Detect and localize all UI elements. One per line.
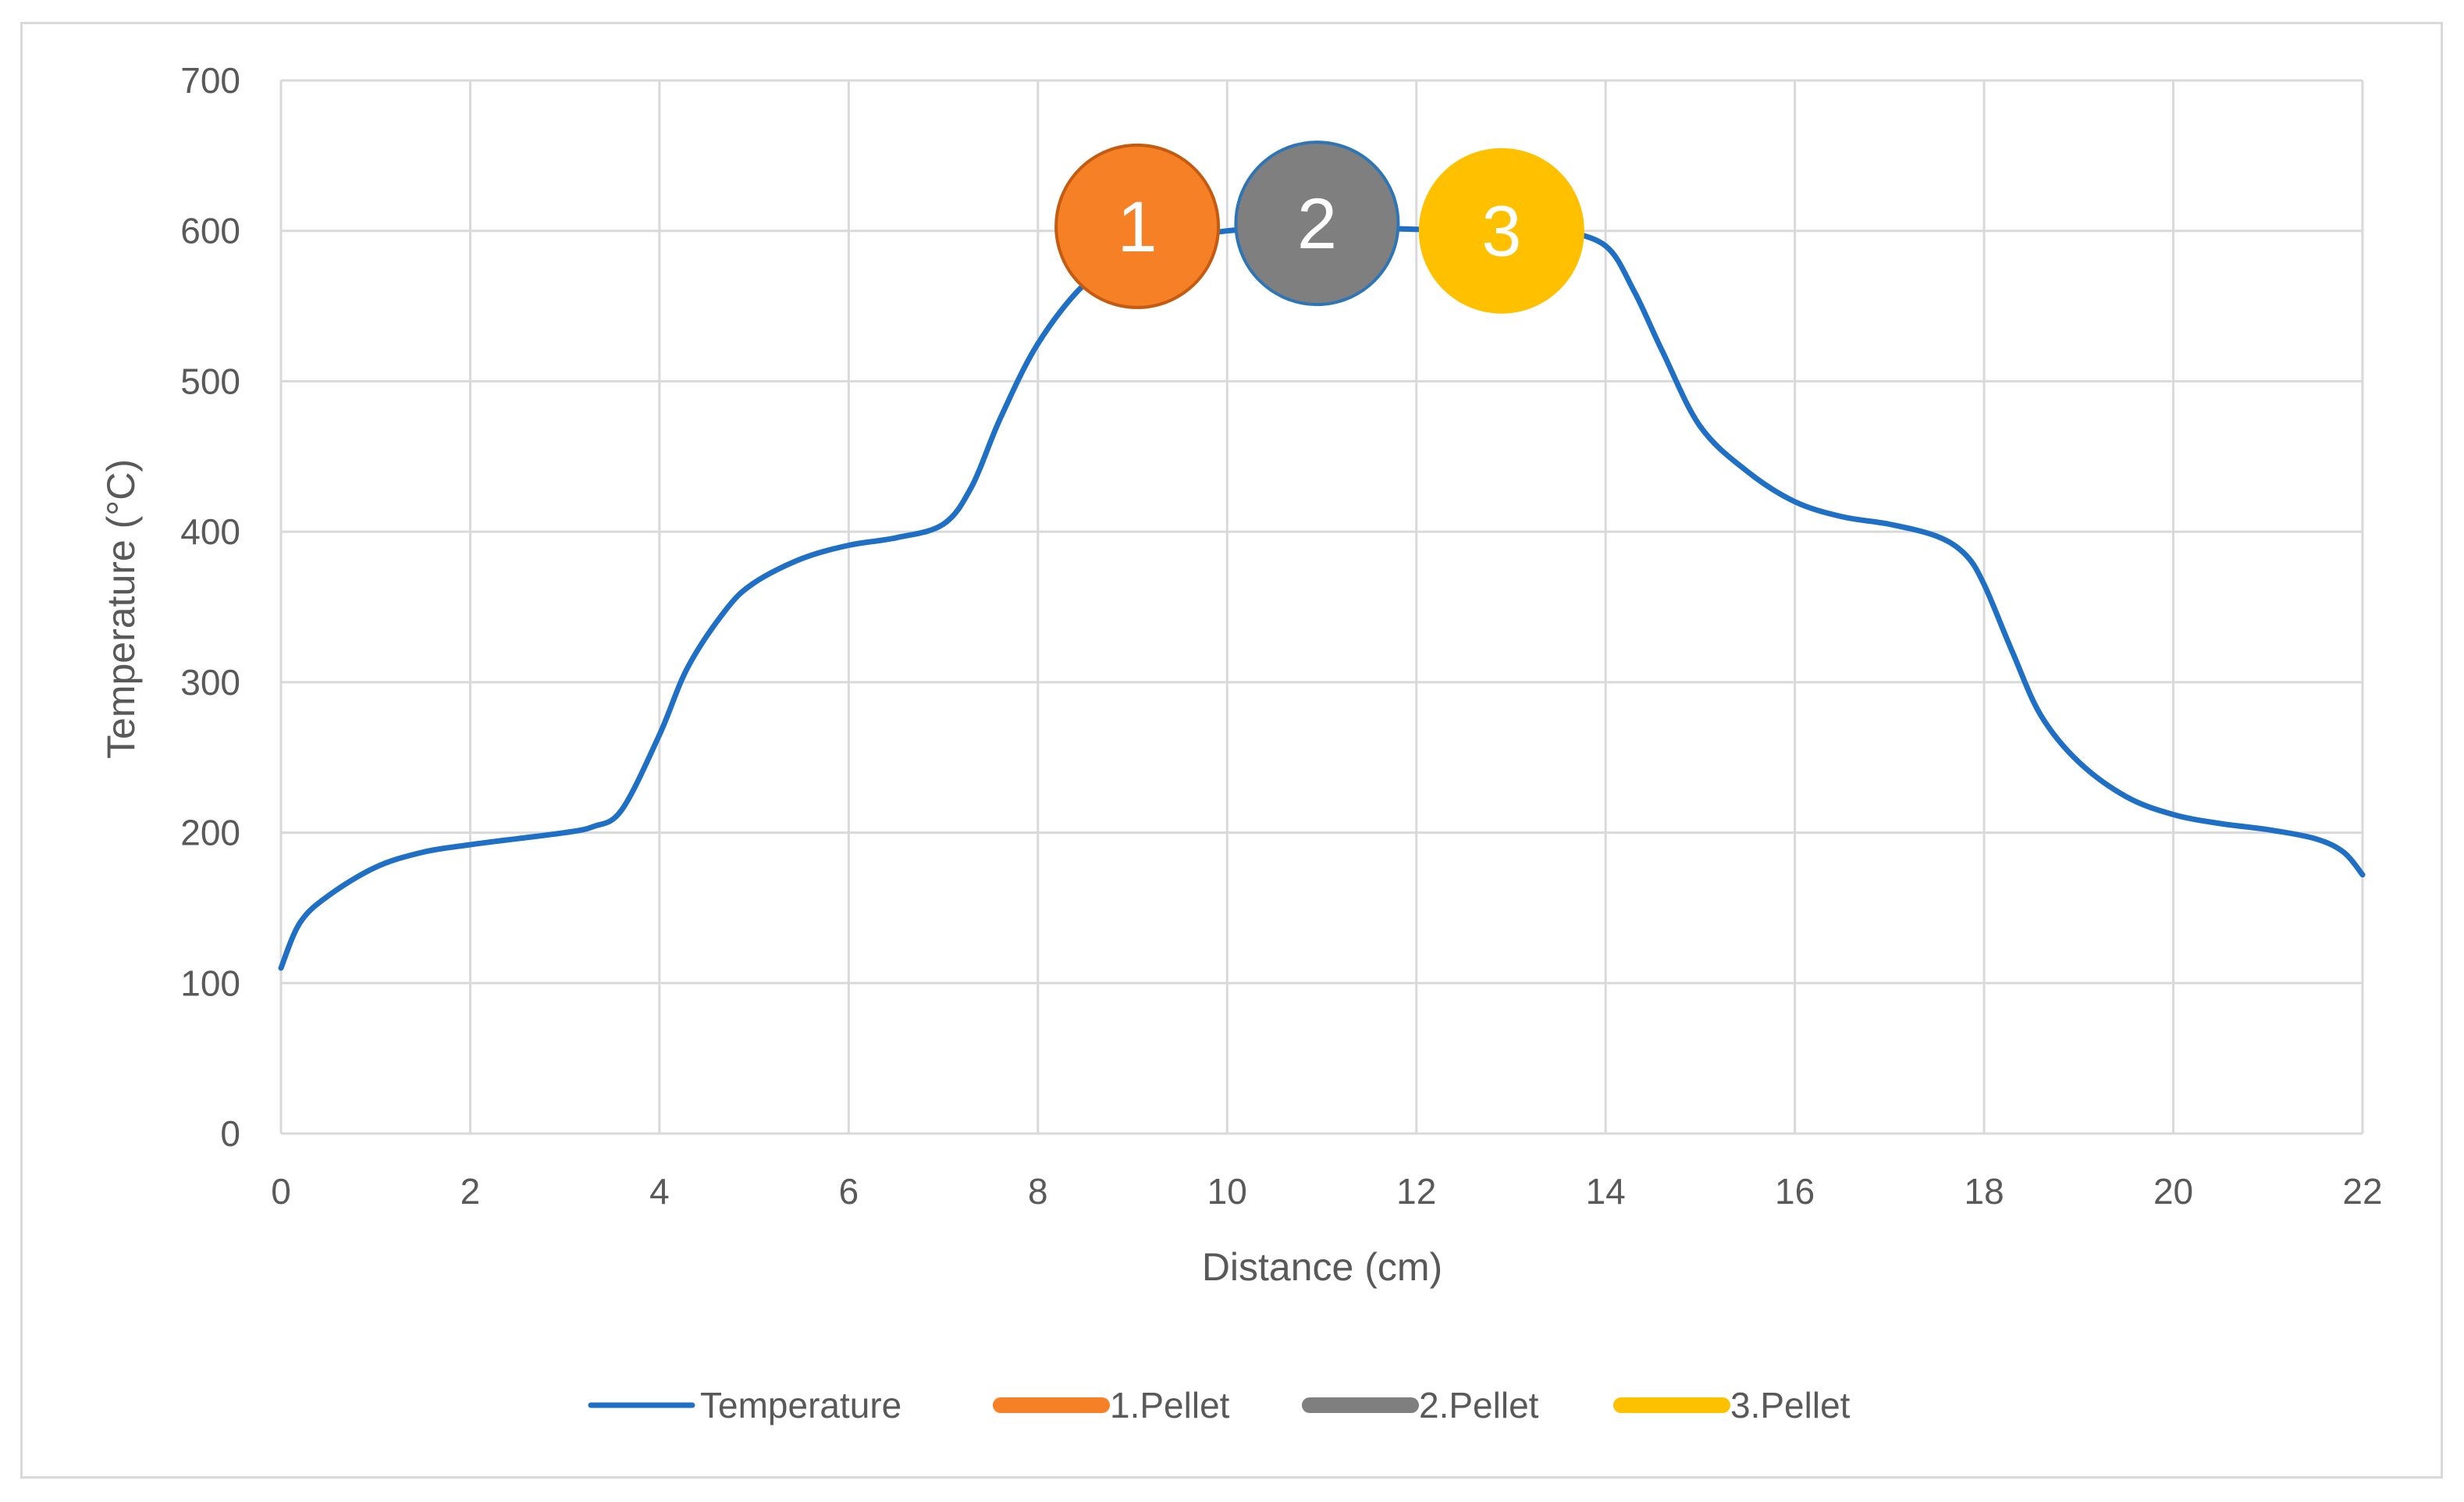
- pellet-marker-2: [1234, 141, 1400, 307]
- pellet-marker-label-2: 2: [1297, 184, 1337, 264]
- legend-label-pellet-1: 1.Pellet: [1110, 1385, 1230, 1425]
- y-tick-label: 0: [220, 1113, 240, 1154]
- pellet-marker-label-3: 3: [1481, 192, 1521, 272]
- x-tick-label: 10: [1207, 1171, 1247, 1212]
- grid-lines: [279, 79, 2364, 1135]
- pellet-marker-3: [1418, 148, 1584, 314]
- x-tick-label: 14: [1586, 1171, 1626, 1212]
- chart-legend: Temperature 1.Pellet 2.Pellet 3.Pellet: [588, 1385, 1851, 1425]
- x-tick-label: 0: [271, 1171, 291, 1212]
- pellet-marker-label-1: 1: [1118, 187, 1157, 267]
- legend-label-temperature: Temperature: [700, 1385, 901, 1425]
- x-tick-label: 2: [460, 1171, 481, 1212]
- pellet-marker-1: [1054, 143, 1221, 309]
- y-tick-label: 600: [180, 211, 240, 251]
- x-tick-label: 6: [839, 1171, 859, 1212]
- pellet-markers: 1 2 3: [1054, 141, 1584, 314]
- legend-label-pellet-2: 2.Pellet: [1419, 1385, 1539, 1425]
- y-tick-label: 700: [180, 60, 240, 101]
- x-tick-label: 18: [1964, 1171, 2004, 1212]
- x-tick-label: 12: [1396, 1171, 1436, 1212]
- x-axis-title: Distance (cm): [1202, 1245, 1442, 1289]
- y-tick-label: 200: [180, 813, 240, 853]
- x-tick-label: 16: [1775, 1171, 1815, 1212]
- y-tick-label: 300: [180, 662, 240, 703]
- chart-frame: [20, 22, 2443, 1479]
- x-tick-label: 22: [2342, 1171, 2382, 1212]
- x-tick-label: 20: [2153, 1171, 2193, 1212]
- temperature-line-layer: [278, 223, 2366, 971]
- y-tick-label: 100: [180, 963, 240, 1003]
- x-tick-label: 4: [649, 1171, 670, 1212]
- temperature-line: [278, 223, 2366, 971]
- y-axis-title: Temperature (°C): [99, 459, 143, 759]
- legend-label-pellet-3: 3.Pellet: [1730, 1385, 1851, 1425]
- y-tick-label: 400: [180, 511, 240, 552]
- y-tick-label: 500: [180, 361, 240, 401]
- x-tick-label: 8: [1028, 1171, 1048, 1212]
